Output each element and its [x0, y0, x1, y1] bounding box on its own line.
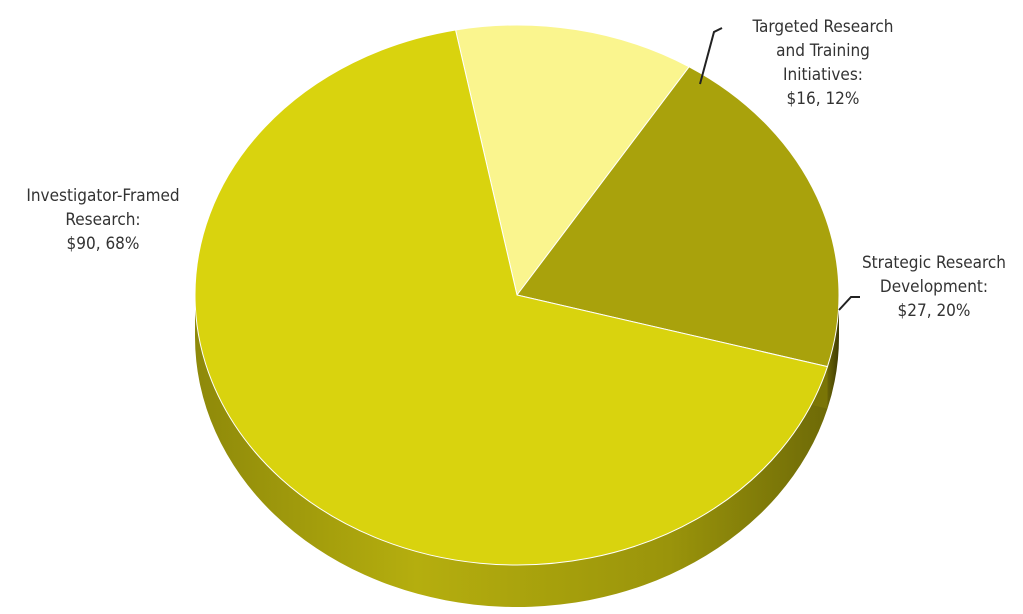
pie-side-2	[827, 295, 840, 409]
data-label-line: Investigator-Framed	[26, 186, 179, 206]
leader-line-2	[838, 296, 860, 311]
data-label-line: and Training	[776, 41, 870, 61]
pie-side-3	[195, 295, 828, 608]
leader-lines	[699, 27, 860, 311]
data-label-3: Investigator-Framed Research: $90, 68%	[26, 186, 179, 254]
pie-slice-2	[516, 66, 840, 368]
data-label-line: Initiatives:	[783, 65, 863, 85]
data-label-line: $16, 12%	[787, 89, 860, 109]
data-label-line: Development:	[880, 277, 988, 297]
pie-slice-3	[194, 29, 829, 566]
data-labels: Targeted Research and Training Initiatives…	[26, 17, 1006, 321]
data-label-line: Research:	[65, 210, 140, 230]
data-label-line: Targeted Research	[751, 17, 893, 37]
data-label-2: Strategic Research Development: $27, 20%	[862, 253, 1006, 321]
data-label-1: Targeted Research and Training Initiatives…	[751, 17, 893, 109]
pie-slices	[194, 24, 840, 566]
data-label-line: $90, 68%	[67, 234, 140, 254]
leader-line-1	[699, 27, 723, 85]
data-label-line: $27, 20%	[898, 301, 971, 321]
pie-slice-1	[454, 24, 690, 297]
data-label-line: Strategic Research	[862, 253, 1006, 273]
